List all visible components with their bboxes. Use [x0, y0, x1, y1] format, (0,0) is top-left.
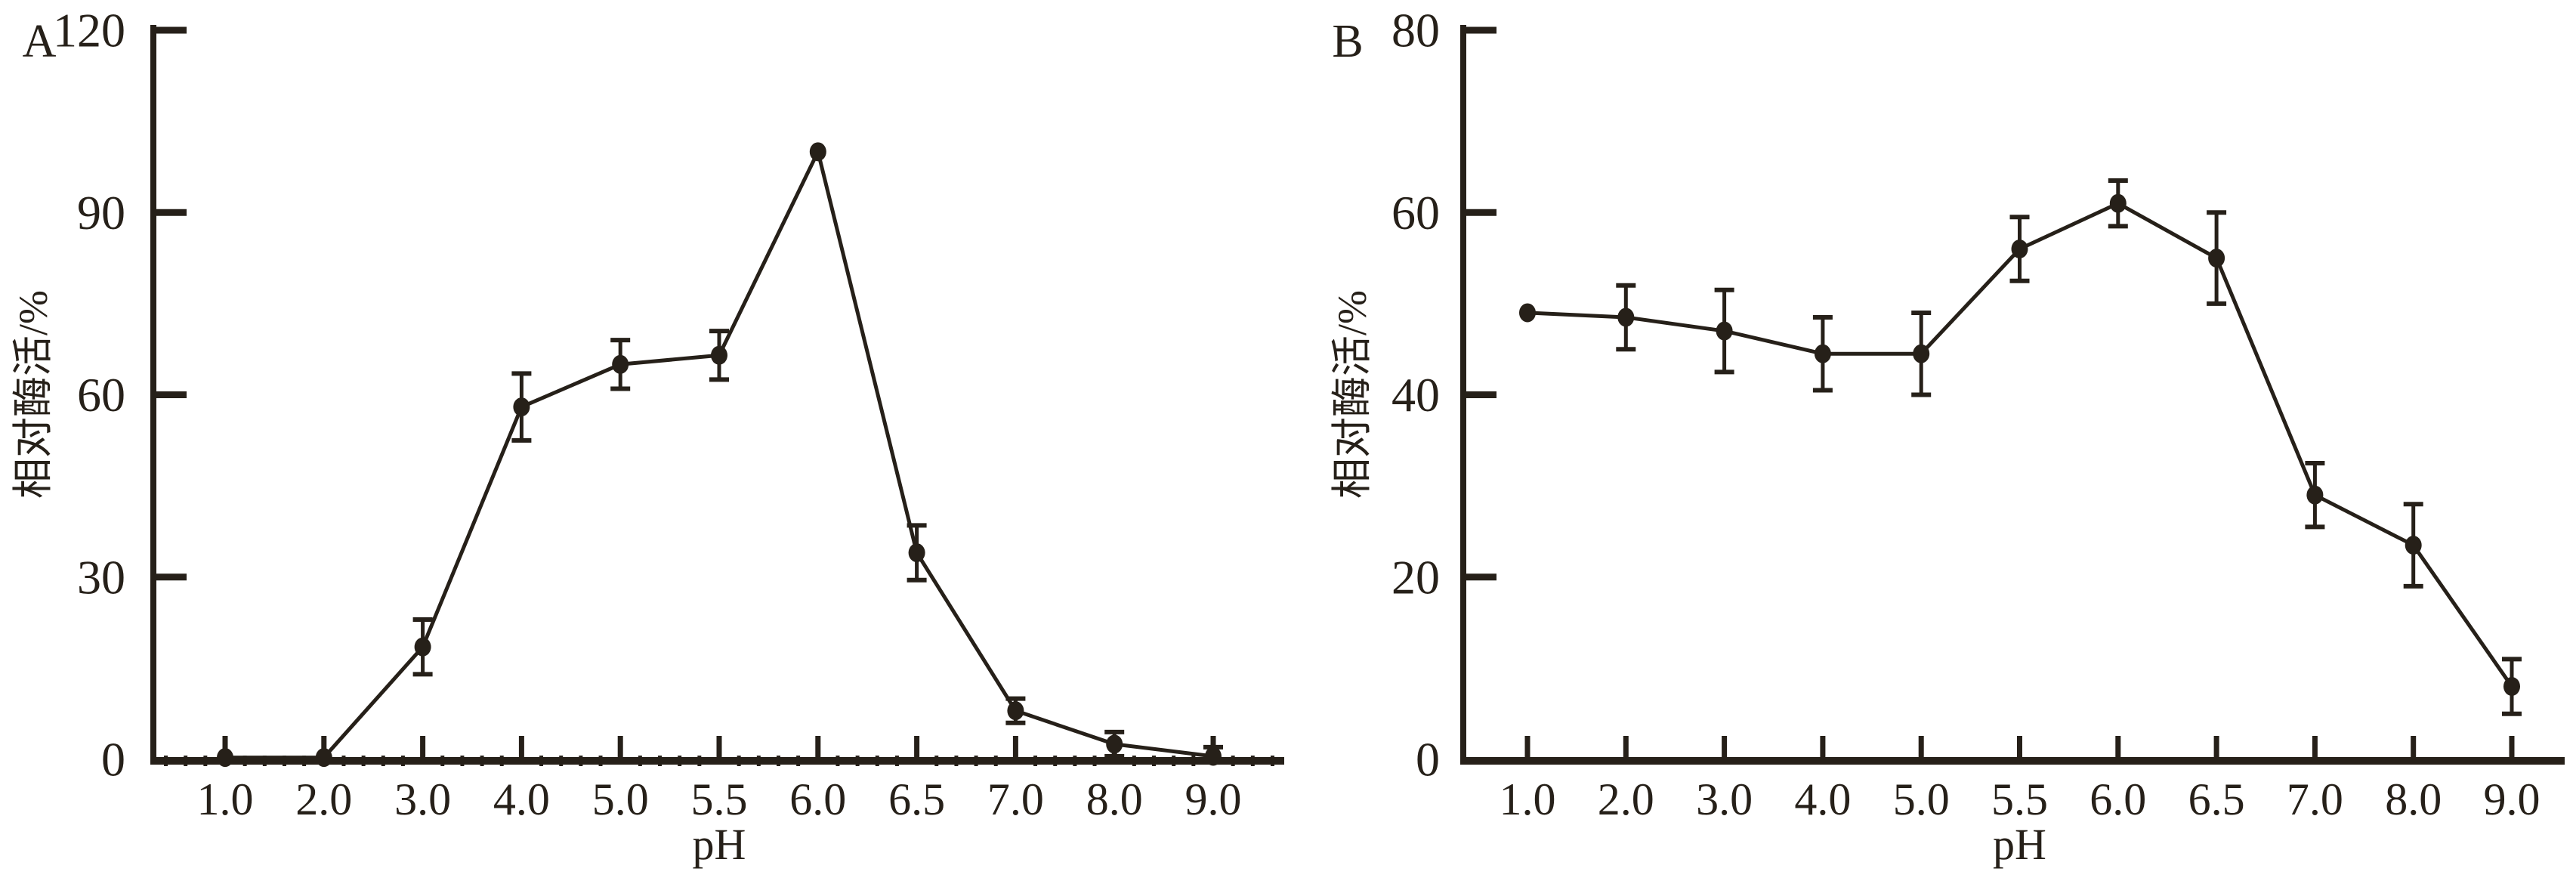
x-tick-label: 9.0: [1185, 774, 1242, 824]
error-bars: [412, 329, 1223, 762]
data-point-7.0: [1007, 701, 1024, 721]
x-tick-label: 2.0: [1598, 774, 1654, 824]
y-tick-label: 30: [77, 550, 125, 604]
panel-A: A 0 30 60 90 120 相对酶活/% 1.0 2.0 3.0 4.0 5.0 5.5 6.0 6.…: [11, 4, 1284, 869]
data-point-3.0: [414, 637, 431, 657]
y-tick-label: 0: [101, 733, 125, 787]
data-point-2.0: [1617, 308, 1635, 327]
data-point-1.0: [217, 748, 233, 768]
y-ticks: 0 30 60 90 120: [53, 4, 187, 787]
x-tick-label: 8.0: [2385, 774, 2442, 824]
x-tick-label: 5.5: [1991, 774, 2048, 824]
data-point-5.0: [612, 354, 629, 374]
x-tick-label: 4.0: [1794, 774, 1851, 824]
x-tick-label: 6.5: [888, 774, 945, 824]
data-points: [1519, 193, 2520, 696]
data-point-7.0: [2306, 485, 2324, 505]
x-tick-label: 1.0: [197, 774, 254, 824]
series-line: [223, 150, 1215, 760]
data-point-6.0: [2109, 193, 2127, 213]
panel-letter: B: [1332, 16, 1363, 67]
x-minor-ticks: [164, 756, 1274, 766]
x-tick-label: 7.0: [987, 774, 1044, 824]
data-point-5.0: [1913, 344, 1930, 363]
data-point-6.5: [2208, 249, 2225, 268]
data-point-4.0: [1814, 344, 1831, 363]
data-point-6.5: [908, 543, 925, 563]
panel-letter: A: [23, 16, 57, 67]
y-ticks: 0 20 40 60 80: [1391, 4, 1496, 787]
x-tick-label: 8.0: [1086, 774, 1143, 824]
y-tick-label: 20: [1391, 550, 1440, 604]
x-ticks: 1.0 2.0 3.0 4.0 5.0 5.5 6.0 6.5 7.0 8.0 9.0: [1500, 736, 2540, 824]
x-axis-title: pH: [693, 820, 746, 869]
data-point-8.0: [2405, 536, 2422, 555]
data-point-1.0: [1519, 303, 1536, 323]
data-point-2.0: [315, 748, 332, 768]
x-tick-label: 4.0: [493, 774, 550, 824]
error-bars: [1616, 178, 2522, 716]
x-tick-label: 9.0: [2484, 774, 2540, 824]
x-tick-label: 1.0: [1500, 774, 1556, 824]
x-tick-label: 6.5: [2188, 774, 2245, 824]
x-axis-title: pH: [1993, 820, 2046, 869]
x-tick-label: 3.0: [394, 774, 451, 824]
y-tick-label: 40: [1391, 368, 1440, 422]
y-tick-label: 80: [1391, 4, 1440, 57]
y-tick-label: 90: [77, 186, 125, 240]
x-tick-label: 5.0: [592, 774, 649, 824]
y-axis-title: 相对酶活/%: [11, 290, 56, 499]
y-tick-label: 60: [1391, 186, 1440, 240]
x-tick-label: 3.0: [1696, 774, 1753, 824]
x-tick-label: 6.0: [789, 774, 846, 824]
x-tick-label: 6.0: [2090, 774, 2146, 824]
data-points: [217, 142, 1222, 768]
data-point-4.0: [513, 397, 530, 417]
x-tick-label: 5.0: [1893, 774, 1950, 824]
y-tick-label: 120: [53, 4, 125, 57]
data-point-6.0: [809, 142, 826, 162]
data-point-9.0: [2503, 677, 2520, 696]
x-ticks: 1.0 2.0 3.0 4.0 5.0 5.5 6.0 6.5 7.0 8.0 9.0: [197, 736, 1242, 824]
data-point-9.0: [1205, 746, 1222, 766]
panel-B: B 0 20 40 60 80 相对酶活/% 1.0 2.0 3.0 4.0 5.0 5.5 6.0 6.5…: [1330, 4, 2565, 869]
data-point-5.5: [711, 345, 727, 365]
x-tick-label: 7.0: [2287, 774, 2343, 824]
data-point-3.0: [1716, 321, 1733, 341]
x-tick-label: 5.5: [691, 774, 748, 824]
y-tick-label: 0: [1416, 733, 1440, 787]
data-point-8.0: [1106, 734, 1123, 754]
data-point-5.5: [2011, 240, 2028, 258]
y-axis-title: 相对酶活/%: [1330, 290, 1375, 499]
y-tick-label: 60: [77, 368, 125, 422]
x-tick-label: 2.0: [295, 774, 352, 824]
